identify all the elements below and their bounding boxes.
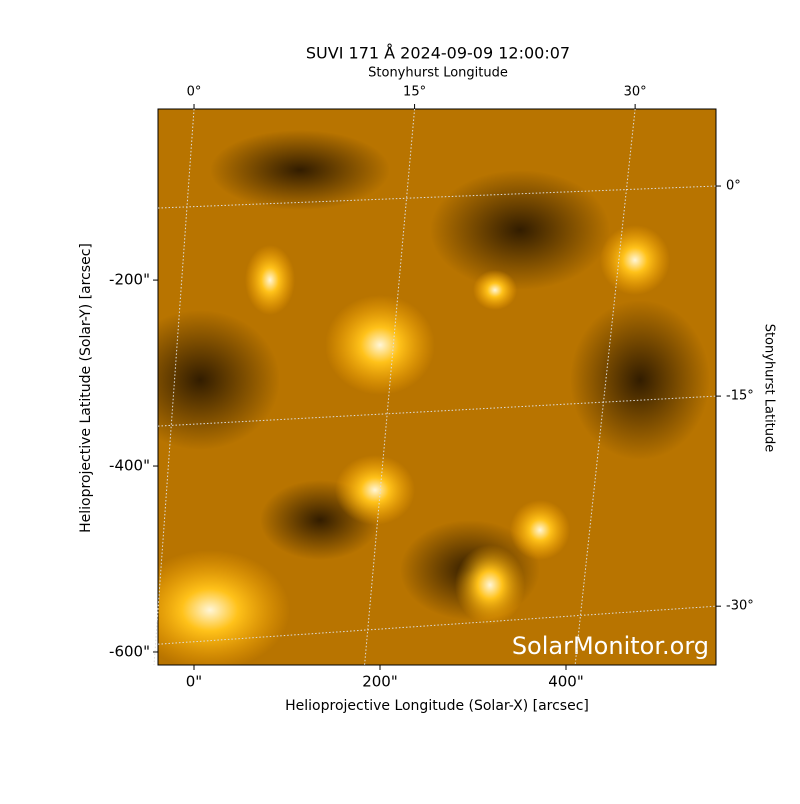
x-tick-label: 0": [186, 673, 202, 691]
y-tick-label: -400": [109, 457, 150, 475]
watermark: SolarMonitor.org: [512, 632, 709, 660]
x-axis-label: Helioprojective Longitude (Solar-X) [arc…: [285, 698, 589, 714]
x-tick-label: 200": [362, 673, 398, 691]
latitude-grid-line: [157, 605, 717, 645]
y-axis-label: Helioprojective Latitude (Solar-Y) [arcs…: [78, 243, 94, 533]
y-tick-label: -600": [109, 642, 150, 660]
chart-title: SUVI 171 Å 2024-09-09 12:00:07: [306, 44, 570, 63]
right-tick-label: 0°: [726, 179, 741, 194]
longitude-grid-line: [574, 108, 636, 666]
x-tick-label: 400": [548, 673, 584, 691]
y-tick-label: -200": [109, 271, 150, 289]
latitude-grid-line: [157, 395, 717, 427]
right-tick-label: -15°: [726, 389, 754, 404]
top-tick-label: 15°: [403, 85, 426, 100]
top-tick-label: 0°: [187, 85, 202, 100]
top-tick-label: 30°: [624, 85, 647, 100]
plot-frame: [157, 108, 717, 666]
top-axis-label: Stonyhurst Longitude: [368, 66, 508, 81]
solar-image: [158, 109, 716, 665]
right-axis-label: Stonyhurst Latitude: [762, 324, 777, 453]
right-tick-label: -30°: [726, 599, 754, 614]
